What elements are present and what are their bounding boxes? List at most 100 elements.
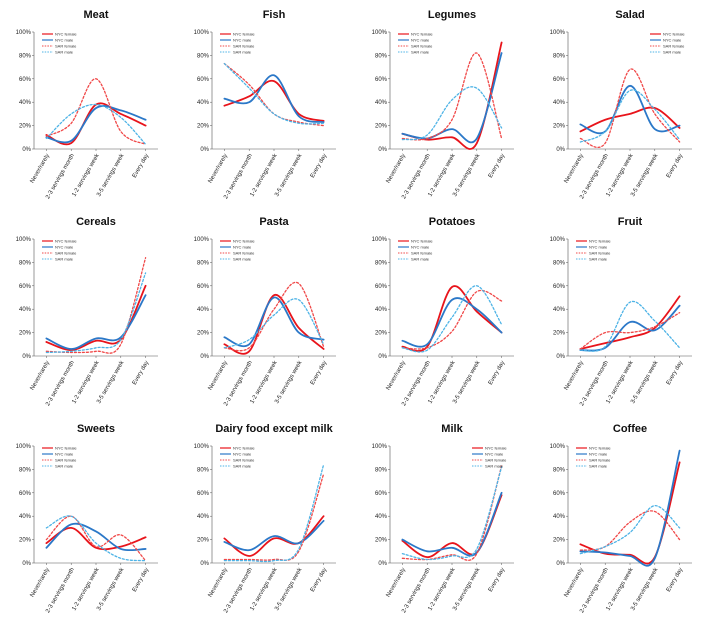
series-line-nyc-female xyxy=(401,285,503,352)
y-tick-label: 60% xyxy=(553,284,566,290)
chart-panel-fish: Fish 0% 20% 40% 60% 80% 100% Never/rarely 2-3 se… xyxy=(178,0,356,207)
y-tick-label: 20% xyxy=(197,538,210,544)
legend-label-sar-female: SAR female xyxy=(589,250,611,255)
series-line-nyc-male xyxy=(45,294,147,350)
x-category-label: 1-2 servings week xyxy=(71,359,101,405)
series-line-sar-male xyxy=(223,464,325,563)
y-tick-label: 60% xyxy=(553,491,566,497)
y-tick-label: 0% xyxy=(556,354,565,360)
series-line-sar-male xyxy=(579,89,681,143)
y-tick-label: 60% xyxy=(19,491,32,497)
x-category-label: 3-5 servings week xyxy=(630,359,660,405)
x-category-label: 3-5 servings week xyxy=(452,359,482,405)
y-tick-label: 20% xyxy=(553,538,566,544)
y-tick-label: 60% xyxy=(375,284,388,290)
legend-label-nyc-male: NYC male xyxy=(589,451,608,456)
y-tick-label: 20% xyxy=(19,538,32,544)
y-tick-label: 40% xyxy=(375,307,388,313)
x-category-label: Every day xyxy=(310,567,329,593)
x-category-label: Every day xyxy=(488,153,507,179)
y-tick-label: 20% xyxy=(375,538,388,544)
series-line-sar-male xyxy=(579,505,681,555)
series-line-nyc-male xyxy=(579,304,681,352)
x-category-label: 3-5 servings week xyxy=(630,152,660,198)
x-category-label: 3-5 servings week xyxy=(452,566,482,612)
chart-svg: Coffee0%20%40%60%80%100%Never/rarely2-3 … xyxy=(550,423,692,614)
legend-label-sar-female: SAR female xyxy=(233,457,255,462)
y-tick-label: 100% xyxy=(16,30,32,36)
legend-label-sar-male: SAR male xyxy=(55,463,74,468)
x-category-label: 3-5 servings week xyxy=(274,359,304,405)
y-tick-label: 20% xyxy=(553,331,566,337)
x-category-label: Every day xyxy=(666,153,685,179)
y-tick-label: 20% xyxy=(375,124,388,130)
series-line-sar-male xyxy=(45,272,147,354)
series-line-nyc-female xyxy=(401,41,503,150)
legend-label-nyc-male: NYC male xyxy=(663,37,682,42)
legend-label-sar-male: SAR male xyxy=(233,463,252,468)
legend-label-nyc-female: NYC female xyxy=(233,31,255,36)
y-tick-label: 40% xyxy=(19,307,32,313)
series-line-sar-female xyxy=(401,289,503,350)
legend-label-nyc-female: NYC female xyxy=(663,31,685,36)
series-line-nyc-male xyxy=(579,84,681,135)
chart-title: Salad xyxy=(615,9,644,21)
legend-label-sar-male: SAR male xyxy=(233,49,252,54)
y-tick-label: 0% xyxy=(378,561,387,567)
chart-panel-pasta: Pasta 0% 20% 40% 60% 80% 100% Never/rarely 2-3 s… xyxy=(178,207,356,414)
x-category-label: Every day xyxy=(132,153,151,179)
legend-label-sar-female: SAR female xyxy=(55,457,77,462)
x-category-label: 3-5 servings week xyxy=(96,566,126,612)
chart-title: Sweets xyxy=(77,423,115,435)
y-tick-label: 60% xyxy=(197,77,210,83)
series-line-sar-female xyxy=(579,312,681,350)
legend-label-sar-female: SAR female xyxy=(589,457,611,462)
y-tick-label: 100% xyxy=(372,237,388,243)
x-category-label: 1-2 servings week xyxy=(427,152,457,198)
y-tick-label: 0% xyxy=(22,147,31,153)
series-line-nyc-male xyxy=(223,296,325,348)
x-category-label: Every day xyxy=(132,567,151,593)
y-tick-label: 100% xyxy=(194,237,210,243)
y-tick-label: 80% xyxy=(553,53,566,59)
y-tick-label: 80% xyxy=(197,53,210,59)
chart-title: Coffee xyxy=(613,423,647,435)
y-tick-label: 60% xyxy=(553,77,566,83)
legend-label-sar-female: SAR female xyxy=(55,250,77,255)
series-line-sar-female xyxy=(401,465,503,561)
y-tick-label: 80% xyxy=(553,467,566,473)
x-category-label: Every day xyxy=(488,567,507,593)
series-line-sar-male xyxy=(223,62,325,125)
y-tick-label: 40% xyxy=(553,307,566,313)
legend-label-sar-male: SAR male xyxy=(233,256,252,261)
legend-label-nyc-male: NYC male xyxy=(485,451,504,456)
y-tick-label: 80% xyxy=(19,467,32,473)
chart-panel-milk: Milk 0% 20% 40% 60% 80% 100% Never/rarely 2-3 se… xyxy=(356,414,534,621)
chart-svg: Dairy food except milk 0% 20% 40% 60% 80% 100%… xyxy=(194,423,336,614)
y-tick-label: 40% xyxy=(197,100,210,106)
legend-label-nyc-female: NYC female xyxy=(233,445,255,450)
y-tick-label: 40% xyxy=(553,514,566,520)
x-category-label: Never/rarely xyxy=(208,153,230,184)
y-tick-label: 60% xyxy=(375,491,388,497)
series-line-nyc-female xyxy=(45,102,147,146)
series-line-sar-female xyxy=(45,515,147,562)
legend-label-sar-male: SAR male xyxy=(55,256,74,261)
series-line-nyc-male xyxy=(401,491,503,557)
legend-label-nyc-female: NYC female xyxy=(55,31,77,36)
legend-label-nyc-male: NYC male xyxy=(55,244,74,249)
y-tick-label: 100% xyxy=(550,30,566,36)
y-tick-label: 0% xyxy=(200,147,209,153)
y-tick-label: 0% xyxy=(22,354,31,360)
legend-label-nyc-male: NYC male xyxy=(233,244,252,249)
series-line-sar-male xyxy=(401,466,503,561)
x-category-label: 1-2 servings week xyxy=(71,566,101,612)
x-category-label: Never/rarely xyxy=(30,153,52,184)
series-line-nyc-male xyxy=(45,105,147,144)
series-line-sar-female xyxy=(223,473,325,561)
y-tick-label: 20% xyxy=(19,331,32,337)
y-tick-label: 20% xyxy=(553,124,566,130)
